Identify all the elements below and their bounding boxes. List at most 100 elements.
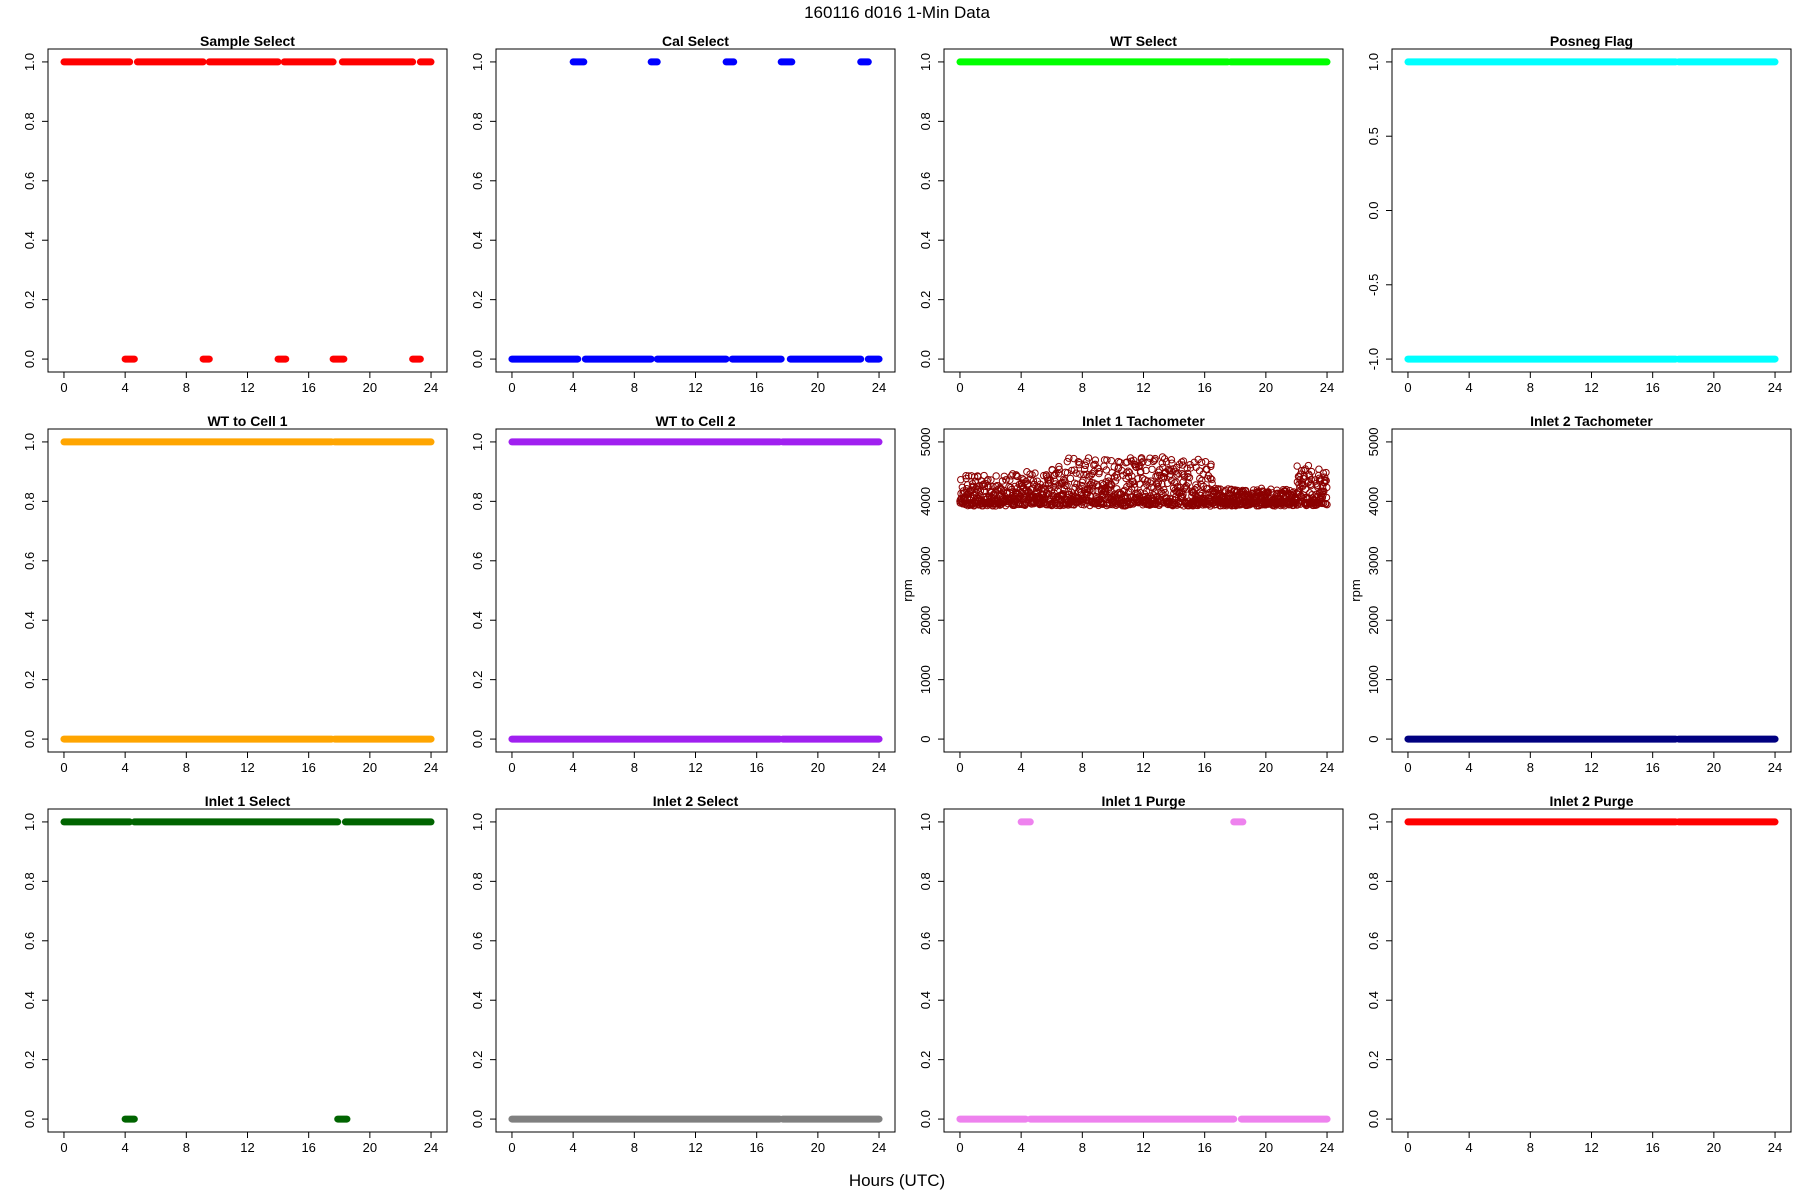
panel-title: WT to Cell 1 xyxy=(207,413,287,429)
data-point xyxy=(1091,456,1100,464)
y-tick-label: 1.0 xyxy=(22,813,37,831)
x-tick-label: 20 xyxy=(1707,380,1721,395)
data-point xyxy=(1203,475,1212,483)
y-tick-label: 0.2 xyxy=(470,1051,485,1069)
y-tick-label: 0 xyxy=(1366,735,1381,742)
y-tick-label: 0.6 xyxy=(470,552,485,570)
data-point xyxy=(1001,501,1010,510)
x-tick-label: 24 xyxy=(872,380,886,395)
data-point xyxy=(1158,489,1166,497)
y-tick-label: 0.8 xyxy=(918,112,933,130)
data-point xyxy=(1322,468,1330,477)
plot-frame xyxy=(1391,808,1792,1133)
x-tick-label: 16 xyxy=(301,1140,315,1155)
y-tick-label: 1000 xyxy=(1366,665,1381,694)
y-tick-label: 3000 xyxy=(1366,546,1381,575)
y-tick-label: 0.6 xyxy=(918,932,933,950)
data-point xyxy=(1137,467,1145,476)
x-tick-label: 0 xyxy=(1404,380,1411,395)
data-point xyxy=(1122,469,1131,477)
data-point xyxy=(1120,486,1129,495)
panel-inlet-2-tachometer: Inlet 2 Tachometer 0 4 8 12 16 20 24 0 1000 2000 30… xyxy=(1348,413,1792,775)
x-tick-label: 16 xyxy=(1197,760,1211,775)
data-point xyxy=(1063,457,1071,466)
x-tick-label: 4 xyxy=(570,1140,577,1155)
x-tick-label: 4 xyxy=(1018,1140,1025,1155)
data-point xyxy=(1148,465,1156,473)
data-point xyxy=(1072,469,1080,477)
y-tick-label: 0.4 xyxy=(470,611,485,629)
data-point xyxy=(1129,456,1138,464)
x-tick-label: 8 xyxy=(1527,380,1534,395)
y-tick-label: 1.0 xyxy=(22,53,37,71)
data-point xyxy=(1158,453,1167,461)
x-tick-label: 4 xyxy=(1018,760,1025,775)
data-point xyxy=(1304,461,1313,470)
y-tick-label: 1.0 xyxy=(918,813,933,831)
tachometer-points xyxy=(956,453,1331,510)
panel-title: Inlet 1 Tachometer xyxy=(1082,413,1205,429)
data-point xyxy=(1320,473,1329,481)
data-point xyxy=(1083,470,1091,478)
y-tick-label: 0.0 xyxy=(1366,1110,1381,1128)
data-point xyxy=(992,472,1000,480)
panel-inlet-2-purge: Inlet 2 Purge 0 4 8 12 16 20 24 0.0 0.2 0.4 0.6 0.8 1… xyxy=(1366,793,1792,1155)
panel-inlet-1-tachometer: Inlet 1 Tachometer 0 4 8 12 16 20 24 0 1000 2000 30… xyxy=(900,413,1344,775)
x-tick-label: 24 xyxy=(872,760,886,775)
data-point xyxy=(1322,493,1331,502)
x-tick-label: 12 xyxy=(240,1140,254,1155)
x-tick-label: 24 xyxy=(872,1140,886,1155)
panel-sample-select: Sample Select 0 4 8 12 16 20 24 0.0 0.2 0.4 0.6 0.8 1… xyxy=(22,33,448,395)
y-tick-label: 0.6 xyxy=(1366,932,1381,950)
data-point xyxy=(1076,470,1084,478)
data-point xyxy=(1317,495,1325,503)
y-tick-label: 1.0 xyxy=(918,53,933,71)
data-point xyxy=(1110,463,1118,471)
x-tick-label: 16 xyxy=(301,380,315,395)
x-tick-label: 4 xyxy=(570,380,577,395)
panel-title: Sample Select xyxy=(200,33,295,49)
x-axis-label: Hours (UTC) xyxy=(849,1171,945,1190)
y-tick-label: -1.0 xyxy=(1366,348,1381,370)
data-point xyxy=(1100,456,1109,464)
x-tick-label: 20 xyxy=(1707,760,1721,775)
y-axis-label: rpm xyxy=(900,579,915,601)
data-point xyxy=(1063,469,1072,477)
data-point xyxy=(1124,467,1132,475)
y-tick-label: 0.0 xyxy=(1366,201,1381,219)
x-tick-label: 20 xyxy=(1259,760,1273,775)
data-point xyxy=(1197,458,1206,466)
data-point xyxy=(1089,487,1097,495)
data-point xyxy=(957,475,965,484)
x-tick-label: 8 xyxy=(183,1140,190,1155)
x-tick-label: 16 xyxy=(1645,760,1659,775)
y-tick-label: 0.4 xyxy=(470,991,485,1009)
x-tick-label: 20 xyxy=(363,760,377,775)
x-tick-label: 12 xyxy=(1584,760,1598,775)
x-tick-label: 0 xyxy=(956,1140,963,1155)
x-tick-label: 0 xyxy=(60,760,67,775)
y-tick-label: 0.0 xyxy=(22,350,37,368)
data-point xyxy=(1319,469,1328,477)
x-tick-label: 0 xyxy=(956,380,963,395)
data-point xyxy=(1161,488,1169,497)
x-tick-label: 8 xyxy=(1079,1140,1086,1155)
data-point xyxy=(1084,454,1093,462)
data-point xyxy=(1292,489,1301,498)
data-point xyxy=(1091,460,1099,469)
panel-title: Inlet 2 Purge xyxy=(1549,793,1633,809)
x-tick-label: 12 xyxy=(240,760,254,775)
data-point xyxy=(1135,480,1144,488)
data-point xyxy=(1130,480,1139,488)
x-tick-label: 4 xyxy=(122,760,129,775)
y-tick-label: 0.6 xyxy=(22,932,37,950)
x-tick-label: 8 xyxy=(631,380,638,395)
x-tick-label: 16 xyxy=(749,1140,763,1155)
data-point xyxy=(1022,477,1030,486)
y-tick-label: 0.6 xyxy=(470,932,485,950)
y-tick-label: 0.6 xyxy=(918,172,933,190)
y-tick-label: 0.0 xyxy=(918,350,933,368)
y-tick-label: 0.2 xyxy=(918,291,933,309)
y-tick-label: 0.6 xyxy=(22,552,37,570)
